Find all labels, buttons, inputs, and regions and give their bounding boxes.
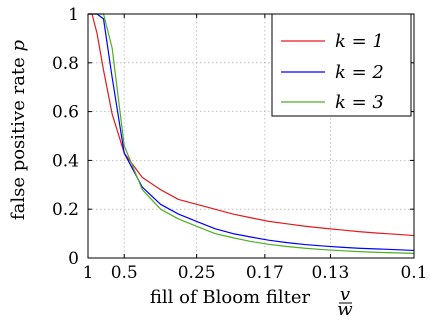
- x-tick-label: 0.5: [111, 263, 138, 283]
- x-axis-label-text: fill of Bloom filter: [150, 287, 311, 308]
- x-axis-label: fill of Bloom filter: [150, 287, 311, 308]
- plot-series: [88, 13, 415, 254]
- legend-label-k3: k = 3: [335, 92, 384, 113]
- y-tick-label: 0.6: [52, 103, 79, 123]
- y-tick-label: 0.4: [52, 151, 79, 171]
- x-tick-label: 0.25: [178, 263, 216, 283]
- legend-label-k1: k = 1: [335, 31, 384, 52]
- series-line-k2: [88, 13, 415, 252]
- legend-box: [271, 13, 412, 117]
- x-axis-label-fraction-numerator: v: [340, 284, 350, 305]
- legend-label-k2: k = 2: [335, 62, 384, 83]
- series-line-k1: [88, 13, 415, 237]
- y-axis-label: false positive rate p: [8, 39, 29, 220]
- x-tick-label: 0.1: [400, 263, 427, 283]
- x-axis-label-fraction-denominator: w: [337, 299, 353, 320]
- legend: k = 1 k = 2 k = 3: [271, 13, 412, 117]
- plot-frame: [87, 13, 415, 259]
- y-tick-label: 1: [68, 5, 79, 25]
- axis-ticks: 1 0.5 0.25 0.17 0.13 0.1 0 0.2 0.4 0.6 0.8 1: [52, 5, 428, 283]
- x-tick-label: 0.17: [246, 263, 284, 283]
- x-tick-label: 1: [83, 263, 94, 283]
- x-tick-label: 0.13: [311, 263, 349, 283]
- y-axis-label-symbol: p: [8, 39, 29, 51]
- series-line-k3: [88, 13, 415, 254]
- y-tick-label: 0.8: [52, 54, 79, 74]
- y-tick-label: 0: [68, 249, 79, 269]
- y-axis-label-text: false positive rate: [8, 57, 29, 220]
- y-tick-label: 0.2: [52, 200, 79, 220]
